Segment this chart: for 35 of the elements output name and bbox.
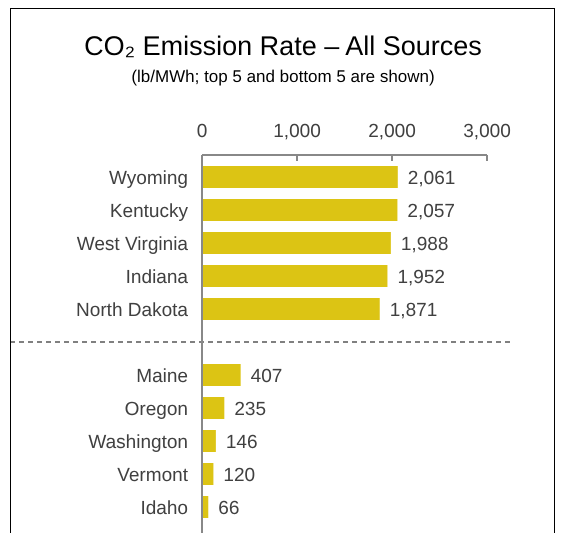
data-label: 146 (226, 432, 258, 453)
y-tick-label: Maine (136, 366, 188, 387)
data-label: 235 (234, 399, 266, 420)
x-tick-label: 0 (196, 121, 208, 142)
x-tick-label: 2,000 (368, 121, 416, 142)
y-tick-label: Washington (88, 432, 188, 453)
y-tick-label: Vermont (117, 465, 189, 486)
y-tick-label: North Dakota (76, 300, 188, 321)
data-label: 1,988 (400, 234, 448, 255)
data-label: 1,871 (390, 300, 438, 321)
data-label: 66 (218, 498, 240, 519)
data-label: 2,057 (407, 201, 455, 222)
bar (202, 430, 216, 452)
bar (202, 364, 241, 386)
x-tick-label: 3,000 (463, 121, 511, 142)
y-tick-label: Kentucky (110, 201, 188, 222)
bar (202, 199, 398, 221)
bar (202, 232, 391, 254)
data-label: 120 (223, 465, 256, 486)
bar (202, 397, 224, 419)
y-tick-label: Indiana (126, 267, 188, 288)
bar (202, 166, 398, 188)
data-label: 407 (250, 366, 282, 387)
bar (202, 298, 380, 320)
chart-subtitle: (lb/MWh; top 5 and bottom 5 are shown) (131, 67, 435, 86)
y-tick-label: Idaho (140, 498, 188, 519)
y-tick-label: West Virginia (76, 234, 188, 255)
y-tick-label: Wyoming (108, 168, 188, 189)
y-tick-label: Oregon (124, 399, 188, 420)
x-tick-label: 1,000 (273, 121, 321, 142)
bar (202, 463, 214, 485)
chart-title: CO₂ Emission Rate – All Sources (84, 31, 482, 61)
bar (202, 265, 388, 287)
data-label: 1,952 (397, 267, 445, 288)
data-label: 2,061 (408, 168, 456, 189)
